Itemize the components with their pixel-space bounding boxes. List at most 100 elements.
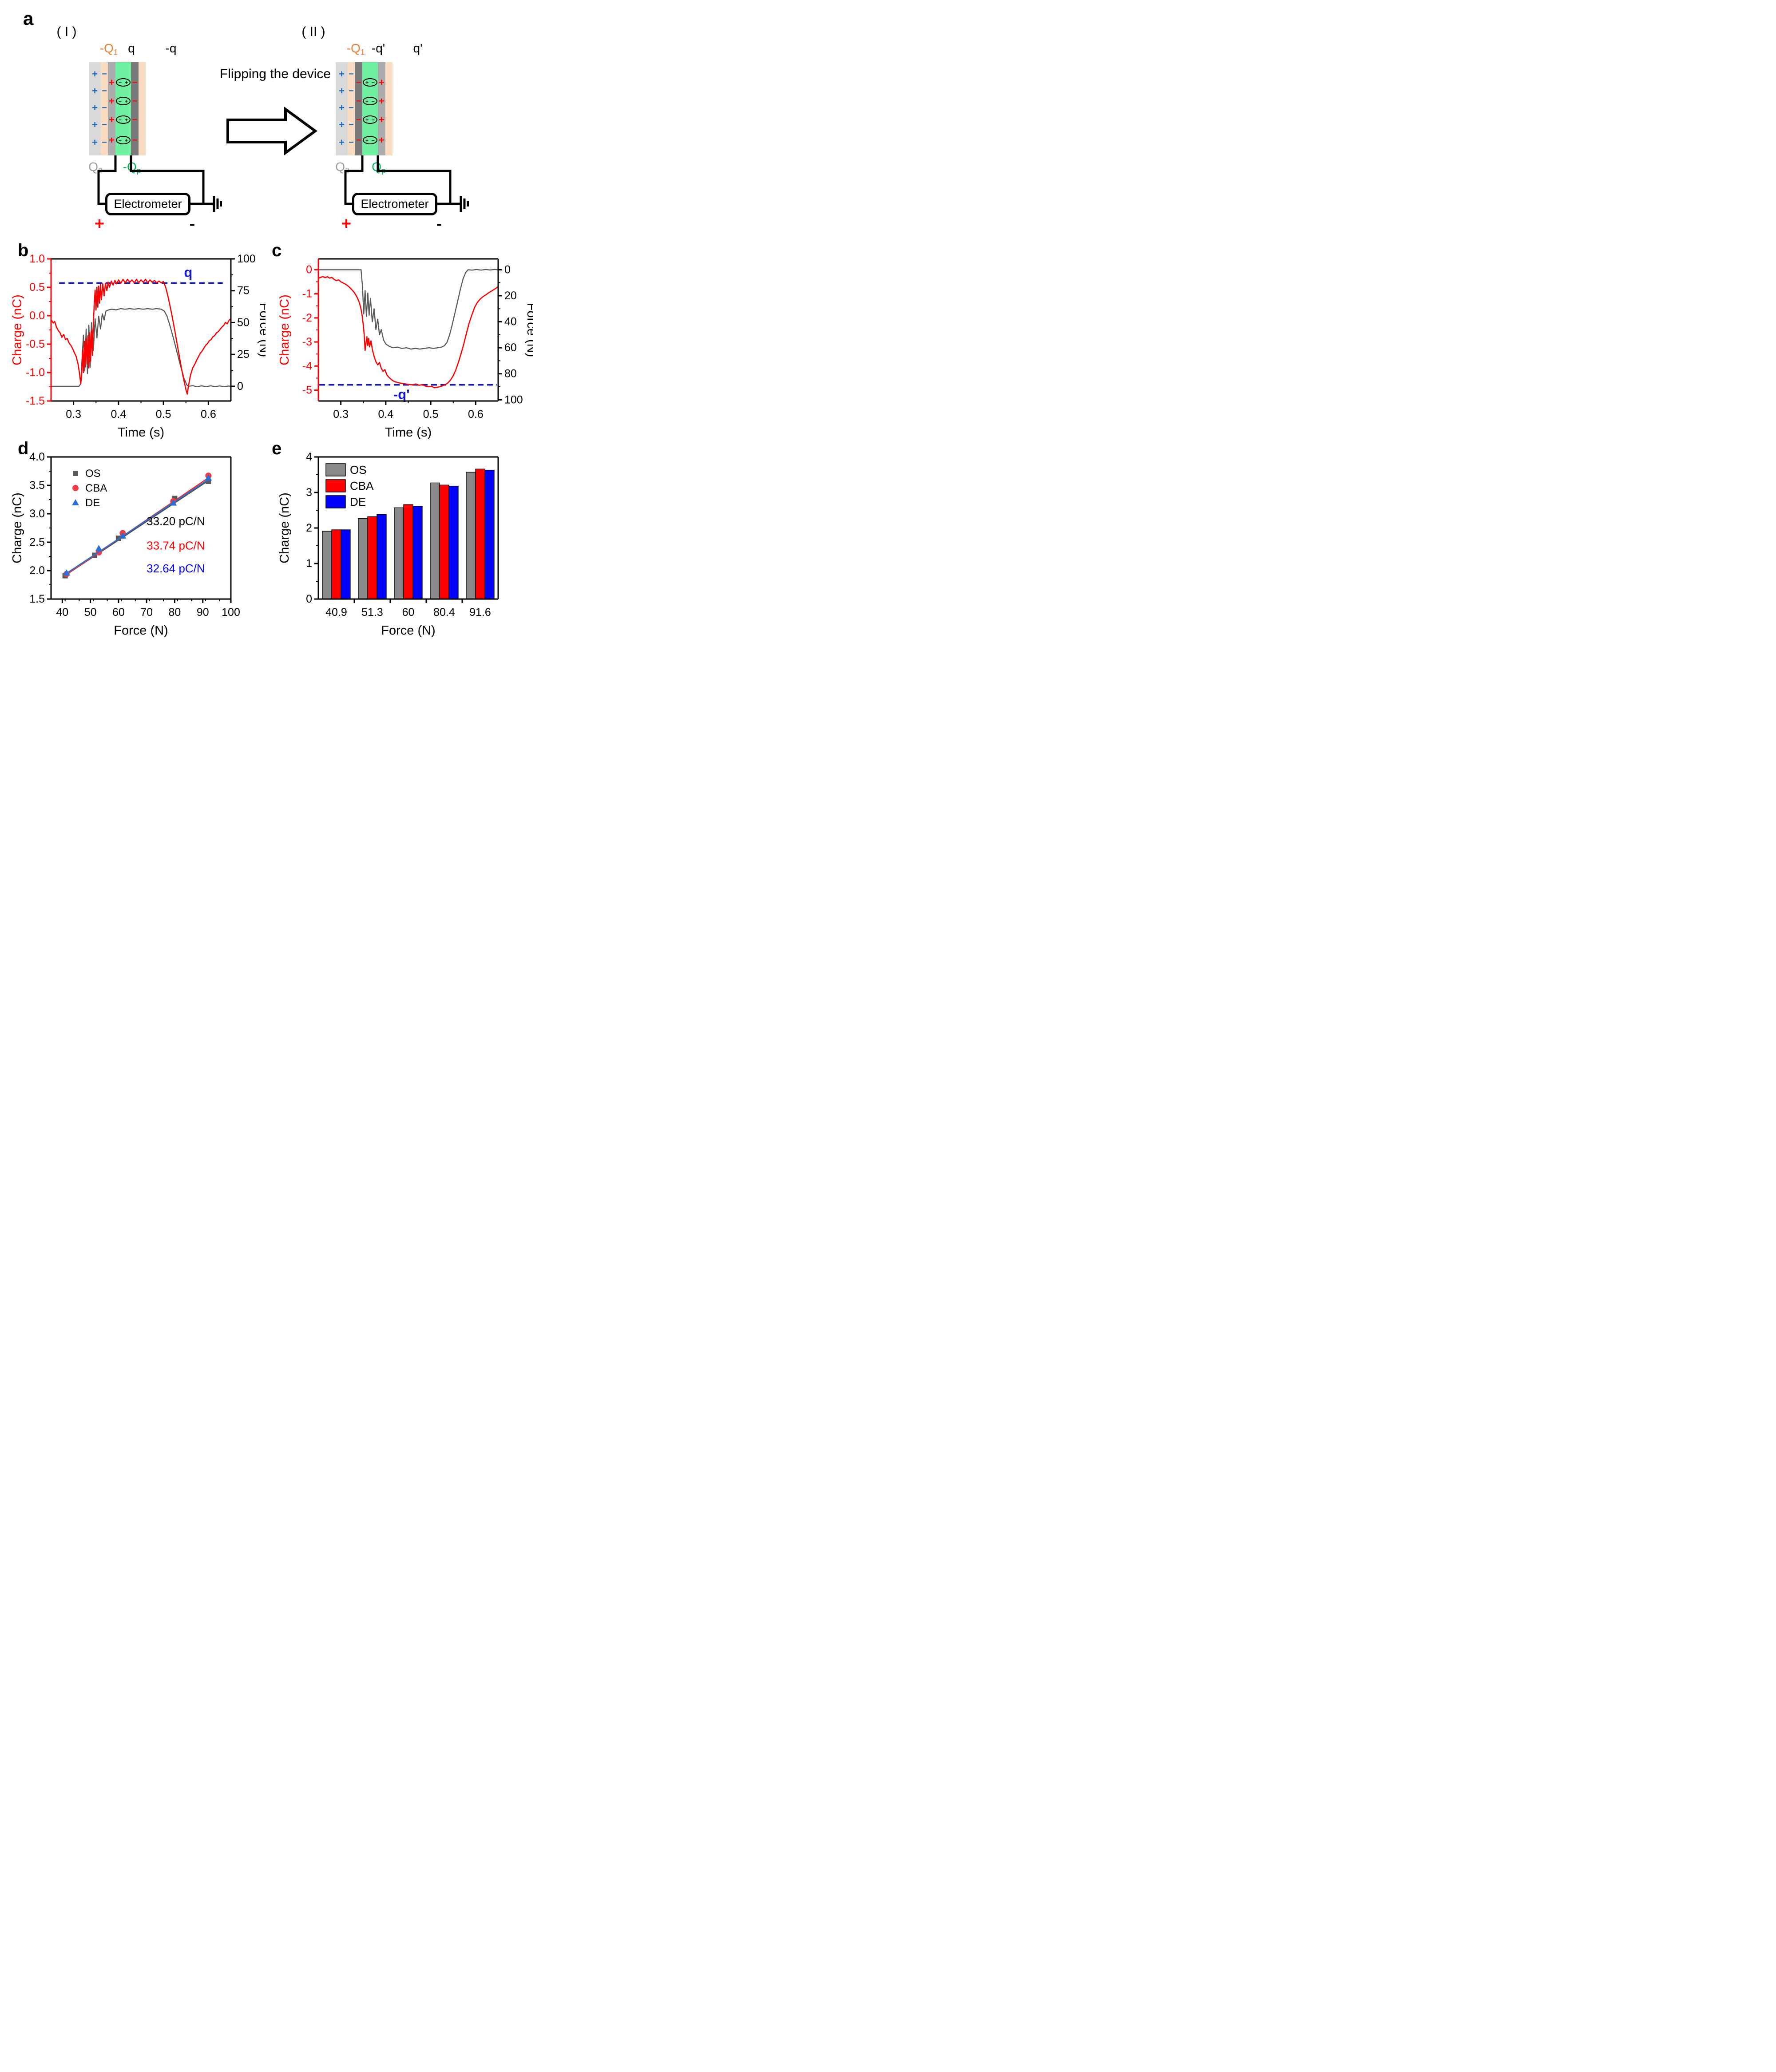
panel-letter-b: b [18,241,29,260]
charge-symbol: − [102,137,107,147]
wire-left [344,155,364,205]
terminal-plus: + [341,214,352,233]
wire-left [97,155,117,205]
bar-de-80.4 [448,485,459,599]
marker-triangle [170,499,177,506]
bar-os-80.4 [430,482,440,599]
charge-symbol: − [102,86,107,96]
charge-symbol: + [379,135,385,146]
x-axis-title: Force (N) [114,623,168,638]
charge-symbol: + [109,77,115,88]
charge-symbol: − [132,78,138,88]
flip-device-caption: Flipping the device [219,67,331,81]
x-tick-label: 0.5 [423,408,439,421]
dipole-sign: − [371,79,375,86]
bar-cba-80.4 [439,484,449,599]
fit-line-de [63,478,210,576]
device-bottom-label-main: Q [88,160,99,174]
electrometer-box: Electrometer [352,193,437,215]
x-category-label: 91.6 [469,606,491,619]
y-tick-label: 3 [306,486,312,499]
bar-de-60 [412,506,423,599]
y-right-tick-label: 0 [504,263,511,276]
x-axis-title: Time (s) [118,425,164,440]
charge-symbol: + [109,114,115,126]
terminal-minus: - [189,214,195,233]
bar-os-91.6 [466,472,476,599]
y-tick-label: 2.5 [29,536,45,548]
y-tick-label: 2.0 [29,564,45,577]
circuit-wires [97,155,222,212]
dipole-sign: + [365,137,369,143]
dipole-ellipse: + − [363,78,377,87]
layer-air-gap: − − − − − [348,62,355,155]
charge-symbol: − [132,96,138,107]
terminal-minus: - [436,214,442,233]
chart-b-charge-force-vs-time: 0.3 0.4 0.5 0.6 1.0 0.5 0.0 -0.5 -1.0 -1.5 100 75 50… [10,253,266,440]
y-tick-label: 0 [306,593,312,605]
slope-annotation: 32.64 pC/N [147,562,205,575]
y-axis-title: Charge (nC) [10,492,24,564]
charge-symbol: − [349,86,354,96]
y-left-tick-label: -1.5 [26,395,45,407]
dipole-sign: + [124,116,128,123]
y-left-tick-label: -1 [302,288,312,300]
dipole-sign: − [119,116,122,123]
charge-symbol: + [339,102,345,113]
electrometer-box: Electrometer [105,193,190,215]
device-layer-stack: + + + + + − − − − − − − − − + + + + [336,62,392,155]
bar-de-40.9 [341,529,351,599]
layer-substrate [385,62,392,155]
marker-triangle [95,545,103,552]
charge-symbol: + [109,95,115,107]
chart-e-charge-vs-force-bars: 0 1 2 3 4 40.9 51.3 60 80.4 91.6 OS CBA DE Force (N) C… [278,451,499,638]
device-top-label-sub: 1 [113,47,118,56]
charge-symbol: + [109,135,115,146]
y-left-axis-title: Charge (nC) [10,294,24,365]
x-tick-label: 0.6 [201,408,216,421]
charge-symbol: − [102,69,107,79]
charge-symbol: + [339,68,345,80]
layer-substrate [139,62,146,155]
y-left-tick-label: 0.5 [29,281,45,294]
x-tick-label: 0.4 [111,408,126,421]
dipole-ellipse: + − [363,115,377,124]
x-tick-label: 50 [84,606,97,619]
block-arrow-right [226,107,318,155]
layer-air-gap: − − − − − [101,62,108,155]
y-right-tick-label: 25 [237,348,250,361]
figure-page: a b c d e Flipping the device ( I ) -Q1 q -… [0,0,533,646]
dashed-line-label: -q' [393,387,410,402]
legend-label-de: DE [85,497,100,509]
dipole-sign: − [371,98,375,104]
legend-label-de: DE [350,495,366,508]
layer-top-object: + + + + + [89,62,101,155]
series-force-line [317,269,499,350]
x-tick-label: 60 [112,606,125,619]
bar-cba-91.6 [475,468,485,599]
flip-arrow-icon [226,107,318,155]
panel-letter-d: d [18,439,29,458]
bar-cba-51.3 [367,516,377,599]
device-diagram-state-2: ( II ) -Q1 -q' q' Q2 Qp + + + + + − − − − − − − − − + + + + + − + −… [291,24,469,233]
x-axis-title: Time (s) [385,425,432,440]
device-top-label: -q [166,41,177,56]
panel-letter-e: e [272,439,282,458]
device-top-label: -q' [372,41,385,56]
y-right-tick-label: 75 [237,285,250,297]
device-numeral: ( II ) [301,24,325,39]
charge-symbol: − [132,115,138,125]
charge-symbol: − [102,103,107,113]
legend-label-os: OS [350,463,367,476]
y-tick-label: 1 [306,557,312,570]
x-tick-label: 90 [197,606,209,619]
dipole-ellipse: + − [363,136,377,145]
device-top-label-main: q [128,41,135,55]
y-left-tick-label: -4 [302,360,312,372]
x-tick-label: 0.3 [66,408,81,421]
dipole-ellipse: + − [363,97,377,106]
charge-symbol: + [92,85,98,97]
marker-circle [72,485,79,491]
marker-triangle [119,532,127,539]
bar-cba-60 [403,504,413,599]
